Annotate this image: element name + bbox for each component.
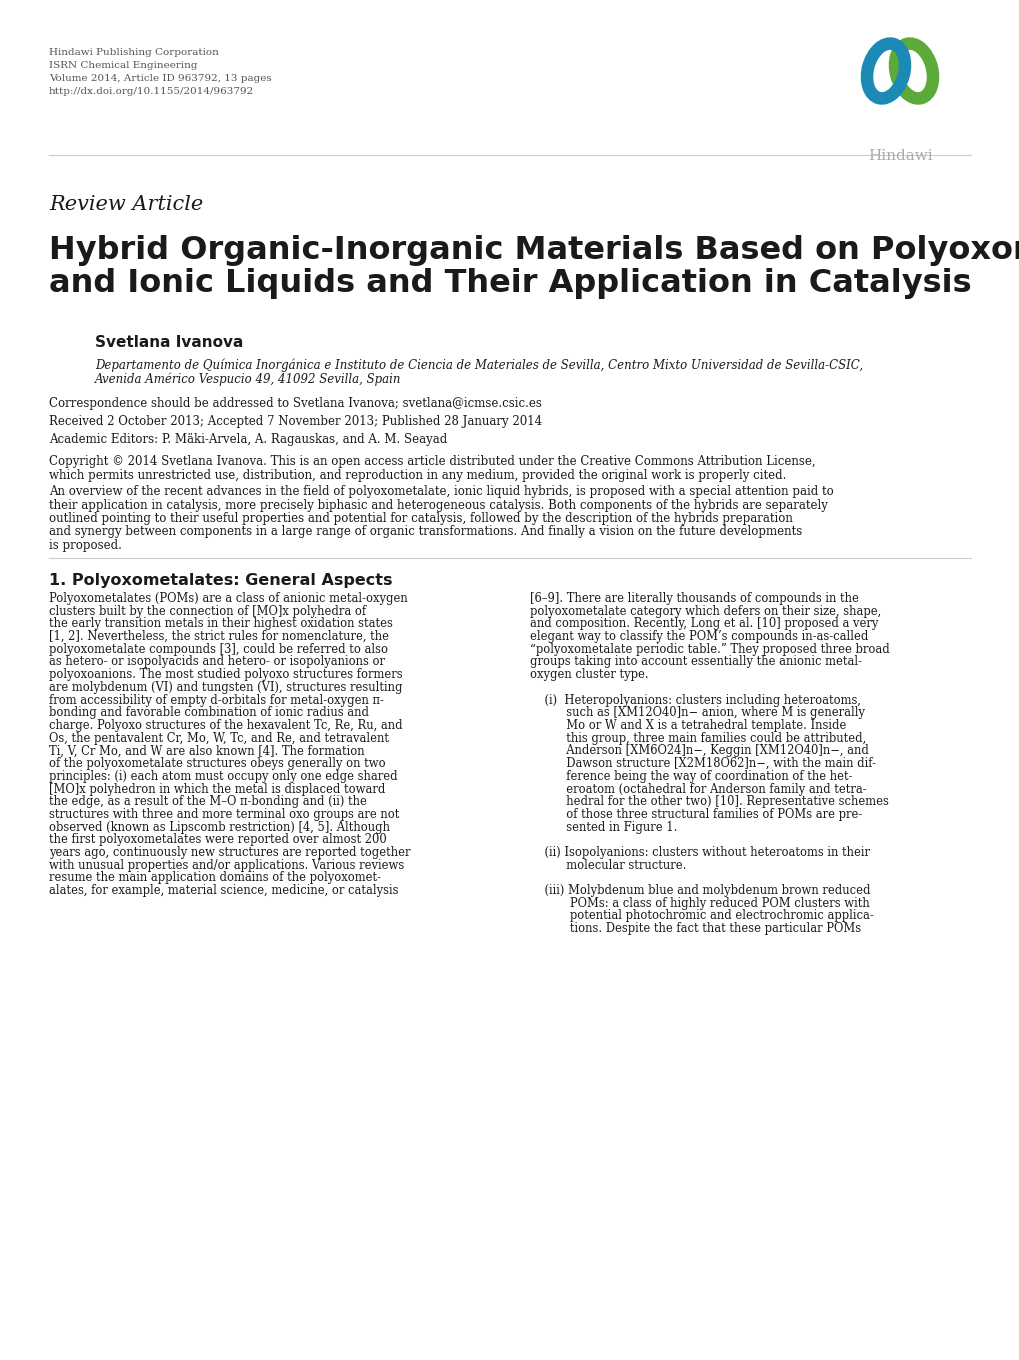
Text: 1. Polyoxometalates: General Aspects: 1. Polyoxometalates: General Aspects xyxy=(49,573,392,588)
Text: ference being the way of coordination of the het-: ference being the way of coordination of… xyxy=(530,770,852,783)
Text: which permits unrestricted use, distribution, and reproduction in any medium, pr: which permits unrestricted use, distribu… xyxy=(49,468,786,481)
Text: Anderson [XM6O24]n−, Keggin [XM12O40]n−, and: Anderson [XM6O24]n−, Keggin [XM12O40]n−,… xyxy=(530,744,868,758)
Text: principles: (i) each atom must occupy only one edge shared: principles: (i) each atom must occupy on… xyxy=(49,770,397,783)
Text: of those three structural families of POMs are pre-: of those three structural families of PO… xyxy=(530,808,861,821)
Text: Hindawi: Hindawi xyxy=(867,150,931,163)
Text: Hybrid Organic-Inorganic Materials Based on Polyoxometalates: Hybrid Organic-Inorganic Materials Based… xyxy=(49,235,1019,267)
Text: from accessibility of empty d-orbitals for metal-oxygen π-: from accessibility of empty d-orbitals f… xyxy=(49,694,383,707)
Text: this group, three main families could be attributed,: this group, three main families could be… xyxy=(530,732,865,745)
Text: [6–9]. There are literally thousands of compounds in the: [6–9]. There are literally thousands of … xyxy=(530,592,858,605)
Text: charge. Polyoxo structures of the hexavalent Tc, Re, Ru, and: charge. Polyoxo structures of the hexava… xyxy=(49,719,403,732)
Text: (i)  Heteropolyanions: clusters including heteroatoms,: (i) Heteropolyanions: clusters including… xyxy=(530,694,860,707)
Text: [1, 2]. Nevertheless, the strict rules for nomenclature, the: [1, 2]. Nevertheless, the strict rules f… xyxy=(49,630,388,643)
Text: Correspondence should be addressed to Svetlana Ivanova; svetlana@icmse.csic.es: Correspondence should be addressed to Sv… xyxy=(49,397,541,409)
Text: Os, the pentavalent Cr, Mo, W, Tc, and Re, and tetravalent: Os, the pentavalent Cr, Mo, W, Tc, and R… xyxy=(49,732,388,745)
Text: as hetero- or isopolyacids and hetero- or isopolyanions or: as hetero- or isopolyacids and hetero- o… xyxy=(49,656,384,669)
Text: Ti, V, Cr Mo, and W are also known [4]. The formation: Ti, V, Cr Mo, and W are also known [4]. … xyxy=(49,744,364,758)
Text: Volume 2014, Article ID 963792, 13 pages: Volume 2014, Article ID 963792, 13 pages xyxy=(49,73,271,83)
Text: years ago, continuously new structures are reported together: years ago, continuously new structures a… xyxy=(49,846,410,860)
Text: Avenida Américo Vespucio 49, 41092 Sevilla, Spain: Avenida Américo Vespucio 49, 41092 Sevil… xyxy=(95,373,401,385)
Text: is proposed.: is proposed. xyxy=(49,539,121,552)
Text: outlined pointing to their useful properties and potential for catalysis, follow: outlined pointing to their useful proper… xyxy=(49,511,792,525)
Text: resume the main application domains of the polyoxomet-: resume the main application domains of t… xyxy=(49,872,381,884)
Text: Polyoxometalates (POMs) are a class of anionic metal-oxygen: Polyoxometalates (POMs) are a class of a… xyxy=(49,592,408,605)
Text: such as [XM12O40]n− anion, where M is generally: such as [XM12O40]n− anion, where M is ge… xyxy=(530,706,864,719)
Text: Copyright © 2014 Svetlana Ivanova. This is an open access article distributed un: Copyright © 2014 Svetlana Ivanova. This … xyxy=(49,456,815,468)
Text: http://dx.doi.org/10.1155/2014/963792: http://dx.doi.org/10.1155/2014/963792 xyxy=(49,87,254,97)
Text: Academic Editors: P. Mäki-Arvela, A. Ragauskas, and A. M. Seayad: Academic Editors: P. Mäki-Arvela, A. Rag… xyxy=(49,432,446,446)
Text: elegant way to classify the POM’s compounds in-as-called: elegant way to classify the POM’s compou… xyxy=(530,630,867,643)
Text: structures with three and more terminal oxo groups are not: structures with three and more terminal … xyxy=(49,808,399,821)
Text: (iii) Molybdenum blue and molybdenum brown reduced: (iii) Molybdenum blue and molybdenum bro… xyxy=(530,884,869,898)
Text: Hindawi Publishing Corporation: Hindawi Publishing Corporation xyxy=(49,48,219,57)
Text: and composition. Recently, Long et al. [10] proposed a very: and composition. Recently, Long et al. [… xyxy=(530,617,877,631)
Text: hedral for the other two) [10]. Representative schemes: hedral for the other two) [10]. Represen… xyxy=(530,796,888,808)
Text: observed (known as Lipscomb restriction) [4, 5]. Although: observed (known as Lipscomb restriction)… xyxy=(49,820,389,834)
Text: clusters built by the connection of [MO]x polyhedra of: clusters built by the connection of [MO]… xyxy=(49,605,366,617)
Text: Mo or W and X is a tetrahedral template. Inside: Mo or W and X is a tetrahedral template.… xyxy=(530,719,846,732)
Text: the first polyoxometalates were reported over almost 200: the first polyoxometalates were reported… xyxy=(49,834,386,846)
Text: Received 2 October 2013; Accepted 7 November 2013; Published 28 January 2014: Received 2 October 2013; Accepted 7 Nove… xyxy=(49,415,541,428)
Text: of the polyoxometalate structures obeys generally on two: of the polyoxometalate structures obeys … xyxy=(49,758,385,770)
Text: sented in Figure 1.: sented in Figure 1. xyxy=(530,820,677,834)
Text: [MO]x polyhedron in which the metal is displaced toward: [MO]x polyhedron in which the metal is d… xyxy=(49,782,385,796)
Text: with unusual properties and/or applications. Various reviews: with unusual properties and/or applicati… xyxy=(49,858,404,872)
Text: groups taking into account essentially the anionic metal-: groups taking into account essentially t… xyxy=(530,656,861,669)
Text: are molybdenum (VI) and tungsten (VI), structures resulting: are molybdenum (VI) and tungsten (VI), s… xyxy=(49,681,403,694)
Text: polyoxometalate category which defers on their size, shape,: polyoxometalate category which defers on… xyxy=(530,605,880,617)
Text: their application in catalysis, more precisely biphasic and heterogeneous cataly: their application in catalysis, more pre… xyxy=(49,499,827,511)
Text: ISRN Chemical Engineering: ISRN Chemical Engineering xyxy=(49,61,198,69)
Text: and synergy between components in a large range of organic transformations. And : and synergy between components in a larg… xyxy=(49,525,802,539)
Text: eroatom (octahedral for Anderson family and tetra-: eroatom (octahedral for Anderson family … xyxy=(530,782,866,796)
Text: POMs: a class of highly reduced POM clusters with: POMs: a class of highly reduced POM clus… xyxy=(530,896,869,910)
Text: (ii) Isopolyanions: clusters without heteroatoms in their: (ii) Isopolyanions: clusters without het… xyxy=(530,846,869,860)
Text: Review Article: Review Article xyxy=(49,194,203,214)
Text: bonding and favorable combination of ionic radius and: bonding and favorable combination of ion… xyxy=(49,706,369,719)
Text: An overview of the recent advances in the field of polyoxometalate, ionic liquid: An overview of the recent advances in th… xyxy=(49,486,833,498)
Text: tions. Despite the fact that these particular POMs: tions. Despite the fact that these parti… xyxy=(530,922,860,936)
Text: Departamento de Química Inorgánica e Instituto de Ciencia de Materiales de Sevil: Departamento de Química Inorgánica e Ins… xyxy=(95,358,862,371)
Text: Dawson structure [X2M18O62]n−, with the main dif-: Dawson structure [X2M18O62]n−, with the … xyxy=(530,758,875,770)
Text: alates, for example, material science, medicine, or catalysis: alates, for example, material science, m… xyxy=(49,884,398,898)
Text: polyoxometalate compounds [3], could be referred to also: polyoxometalate compounds [3], could be … xyxy=(49,643,387,656)
Text: and Ionic Liquids and Their Application in Catalysis: and Ionic Liquids and Their Application … xyxy=(49,268,971,299)
Text: polyoxoanions. The most studied polyoxo structures formers: polyoxoanions. The most studied polyoxo … xyxy=(49,668,403,681)
Text: potential photochromic and electrochromic applica-: potential photochromic and electrochromi… xyxy=(530,910,873,922)
Text: “polyoxometalate periodic table.” They proposed three broad: “polyoxometalate periodic table.” They p… xyxy=(530,643,889,656)
Text: Svetlana Ivanova: Svetlana Ivanova xyxy=(95,335,244,350)
Text: oxygen cluster type.: oxygen cluster type. xyxy=(530,668,648,681)
Text: the edge, as a result of the M–O π-bonding and (ii) the: the edge, as a result of the M–O π-bondi… xyxy=(49,796,367,808)
Text: molecular structure.: molecular structure. xyxy=(530,858,686,872)
Text: the early transition metals in their highest oxidation states: the early transition metals in their hig… xyxy=(49,617,392,631)
